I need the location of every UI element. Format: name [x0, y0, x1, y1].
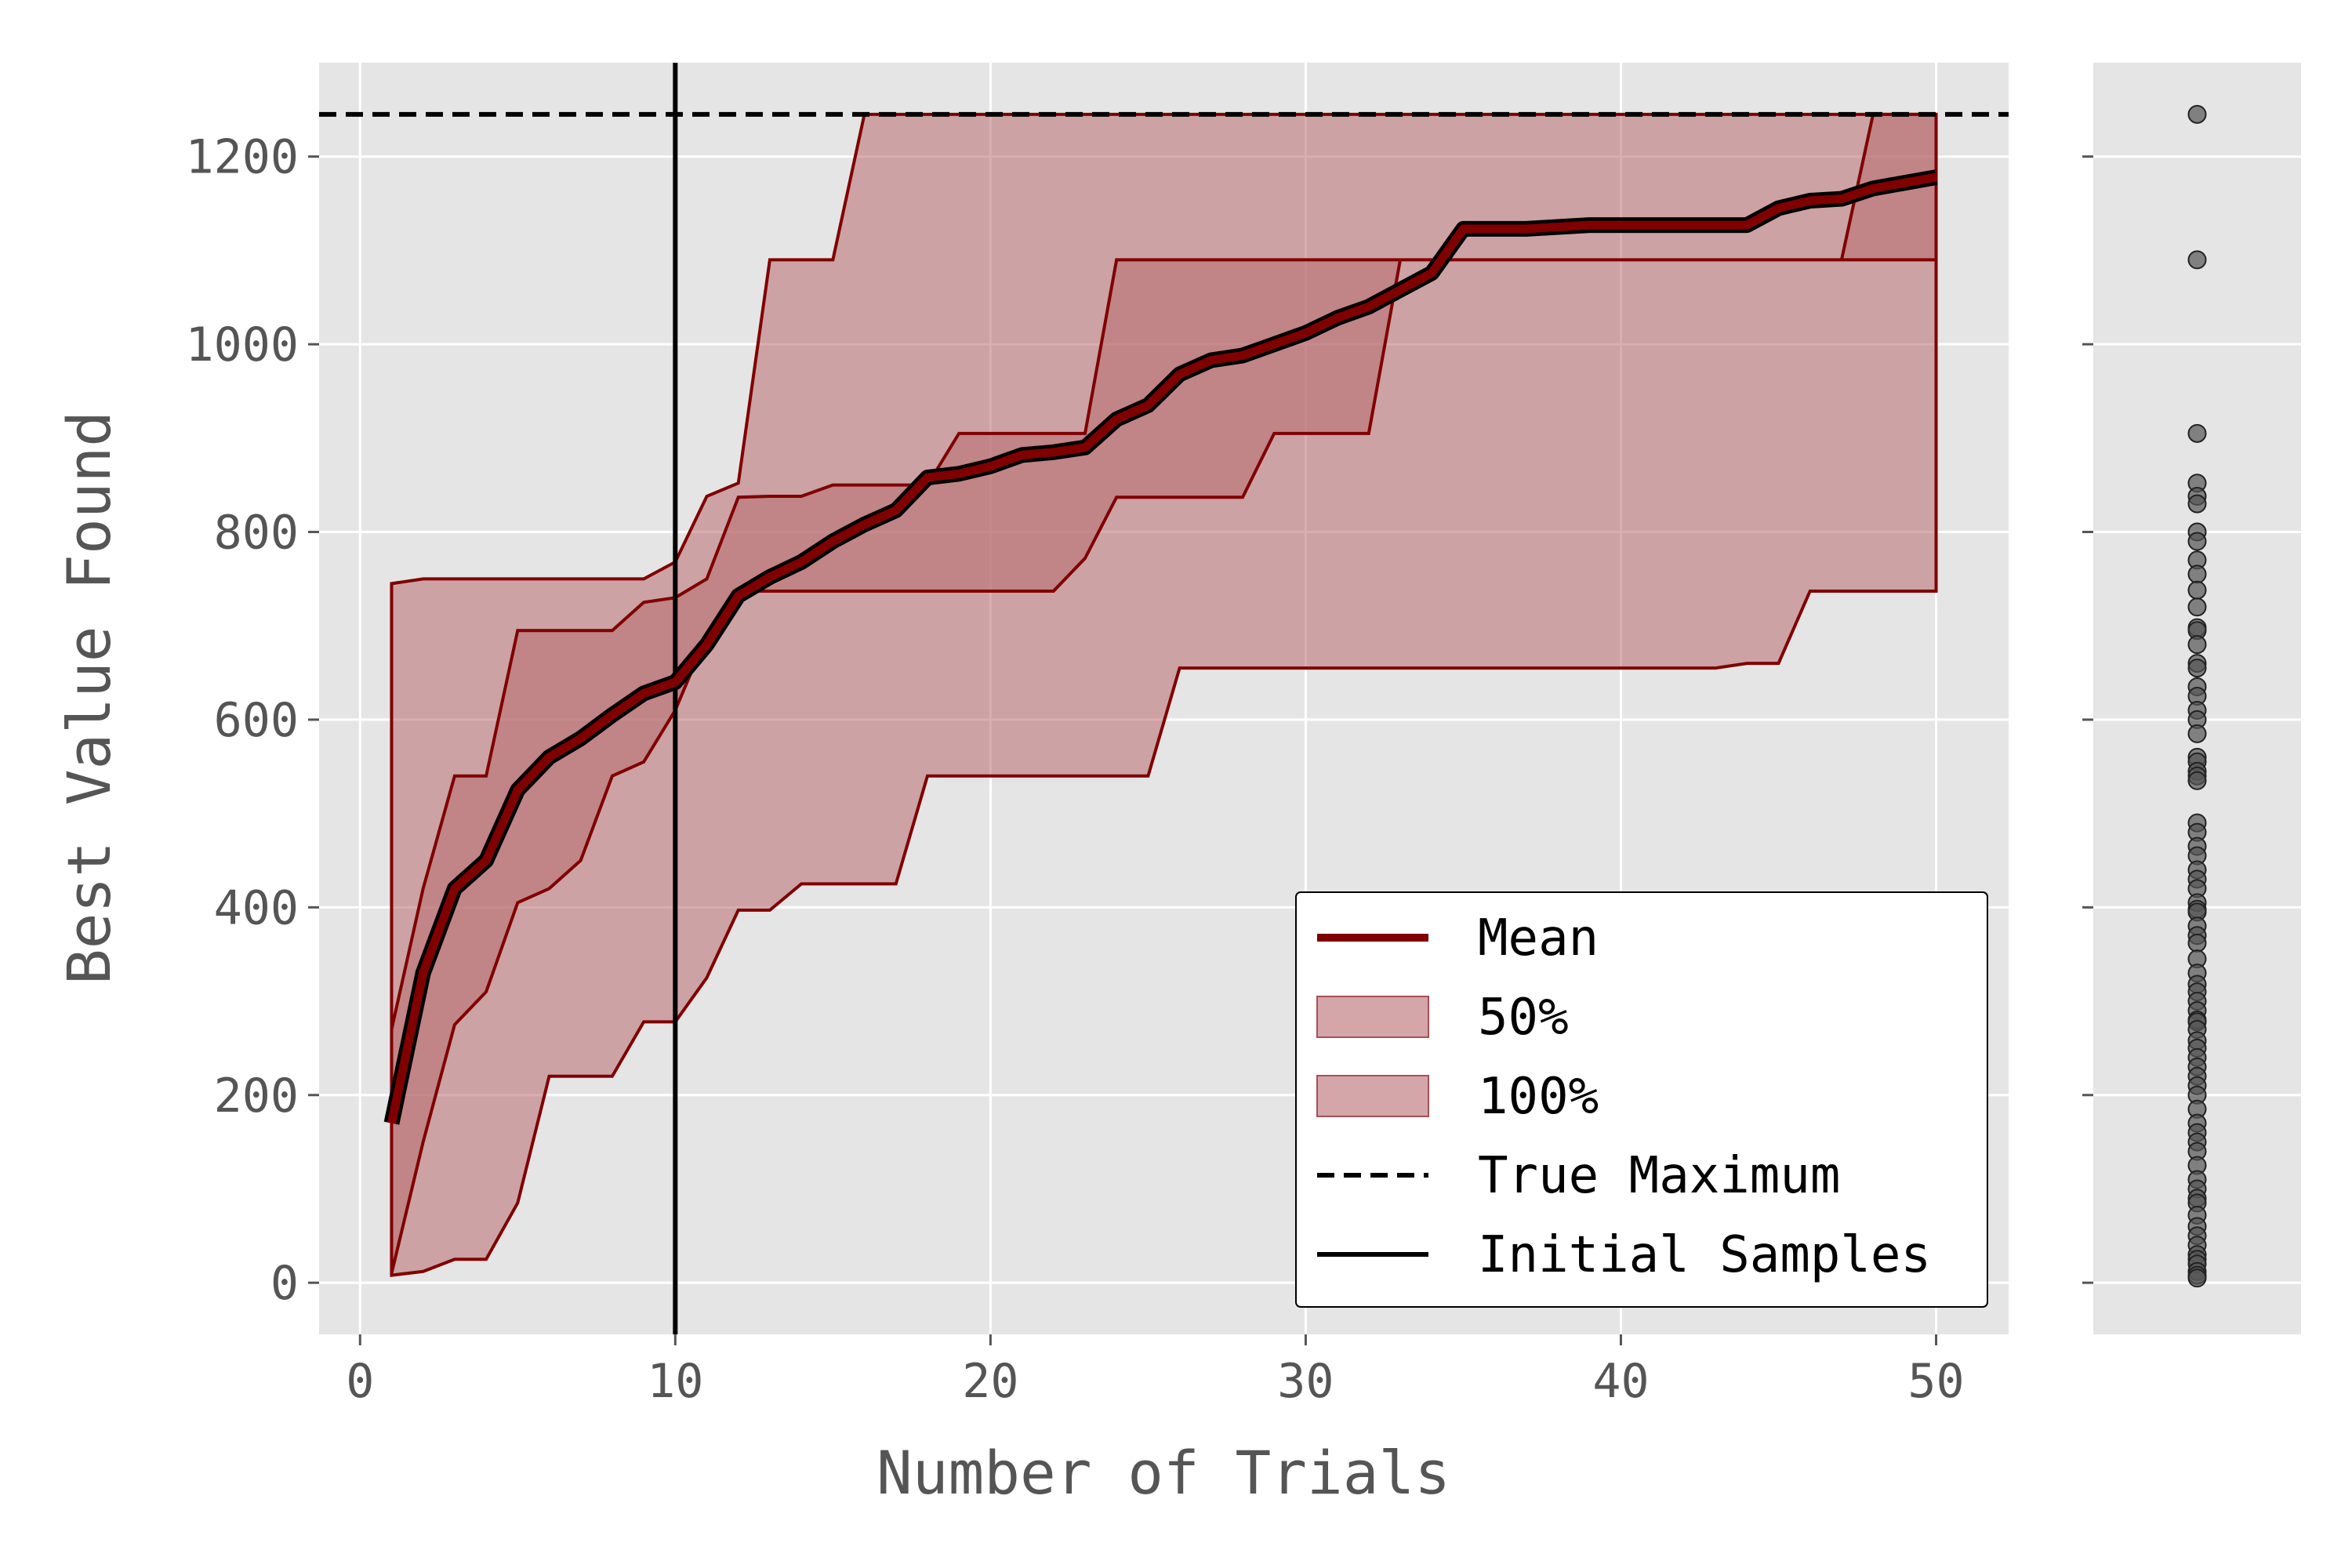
y-tick-label: 800 [214, 506, 299, 561]
scatter-point [2187, 597, 2207, 617]
y-tick-label: 1200 [186, 130, 299, 185]
legend-swatch-band [1316, 1075, 1429, 1117]
y-axis-title: Best Value Found [54, 411, 124, 985]
side-scatter [2187, 104, 2207, 1288]
x-tick-label: 30 [1277, 1354, 1334, 1409]
scatter-point [2187, 423, 2207, 443]
scatter-point [2187, 659, 2207, 678]
y-tick-label: 0 [270, 1256, 299, 1311]
x-tick-label: 0 [346, 1354, 374, 1409]
x-tick-label: 40 [1592, 1354, 1649, 1409]
legend-label: True Maximum [1478, 1147, 1840, 1205]
y-tick-label: 400 [214, 880, 299, 935]
scatter-point [2187, 250, 2207, 270]
mean-series [383, 169, 1938, 1125]
x-axis-title: Number of Trials [877, 1438, 1450, 1508]
scatter-point [2187, 580, 2207, 600]
reference-lines [319, 63, 2009, 1334]
legend-label: Initial Samples [1478, 1226, 1931, 1284]
y-tick-label: 600 [214, 693, 299, 748]
y-tick-label: 200 [214, 1069, 299, 1123]
scatter-point [2187, 494, 2207, 514]
mean-line [387, 172, 1937, 1124]
legend-frame [1295, 891, 1988, 1308]
scatter-point [2187, 635, 2207, 655]
legend-swatch-band [1316, 996, 1429, 1038]
scatter-point [2187, 532, 2207, 551]
scatter-point [2187, 564, 2207, 584]
x-tick-label: 50 [1907, 1354, 1964, 1409]
scatter-point [2187, 771, 2207, 790]
x-tick-label: 20 [962, 1354, 1018, 1409]
y-tick-label: 1000 [186, 318, 299, 372]
legend-label: 100% [1478, 1068, 1599, 1126]
legend-label: 50% [1478, 989, 1569, 1047]
legend-label: Mean [1478, 909, 1599, 967]
axis-ticks: 0 10 20 30 40 50 0 200 400 600 800 1000 1200 [186, 130, 2093, 1409]
scatter-point [2187, 724, 2207, 743]
scatter-point [2187, 104, 2207, 124]
scatter-point [2187, 1269, 2207, 1288]
legend: Mean 50% 100% True Maximum Initial Samples [1295, 891, 1988, 1308]
scatter-point [2187, 933, 2207, 953]
x-tick-label: 10 [647, 1354, 703, 1409]
